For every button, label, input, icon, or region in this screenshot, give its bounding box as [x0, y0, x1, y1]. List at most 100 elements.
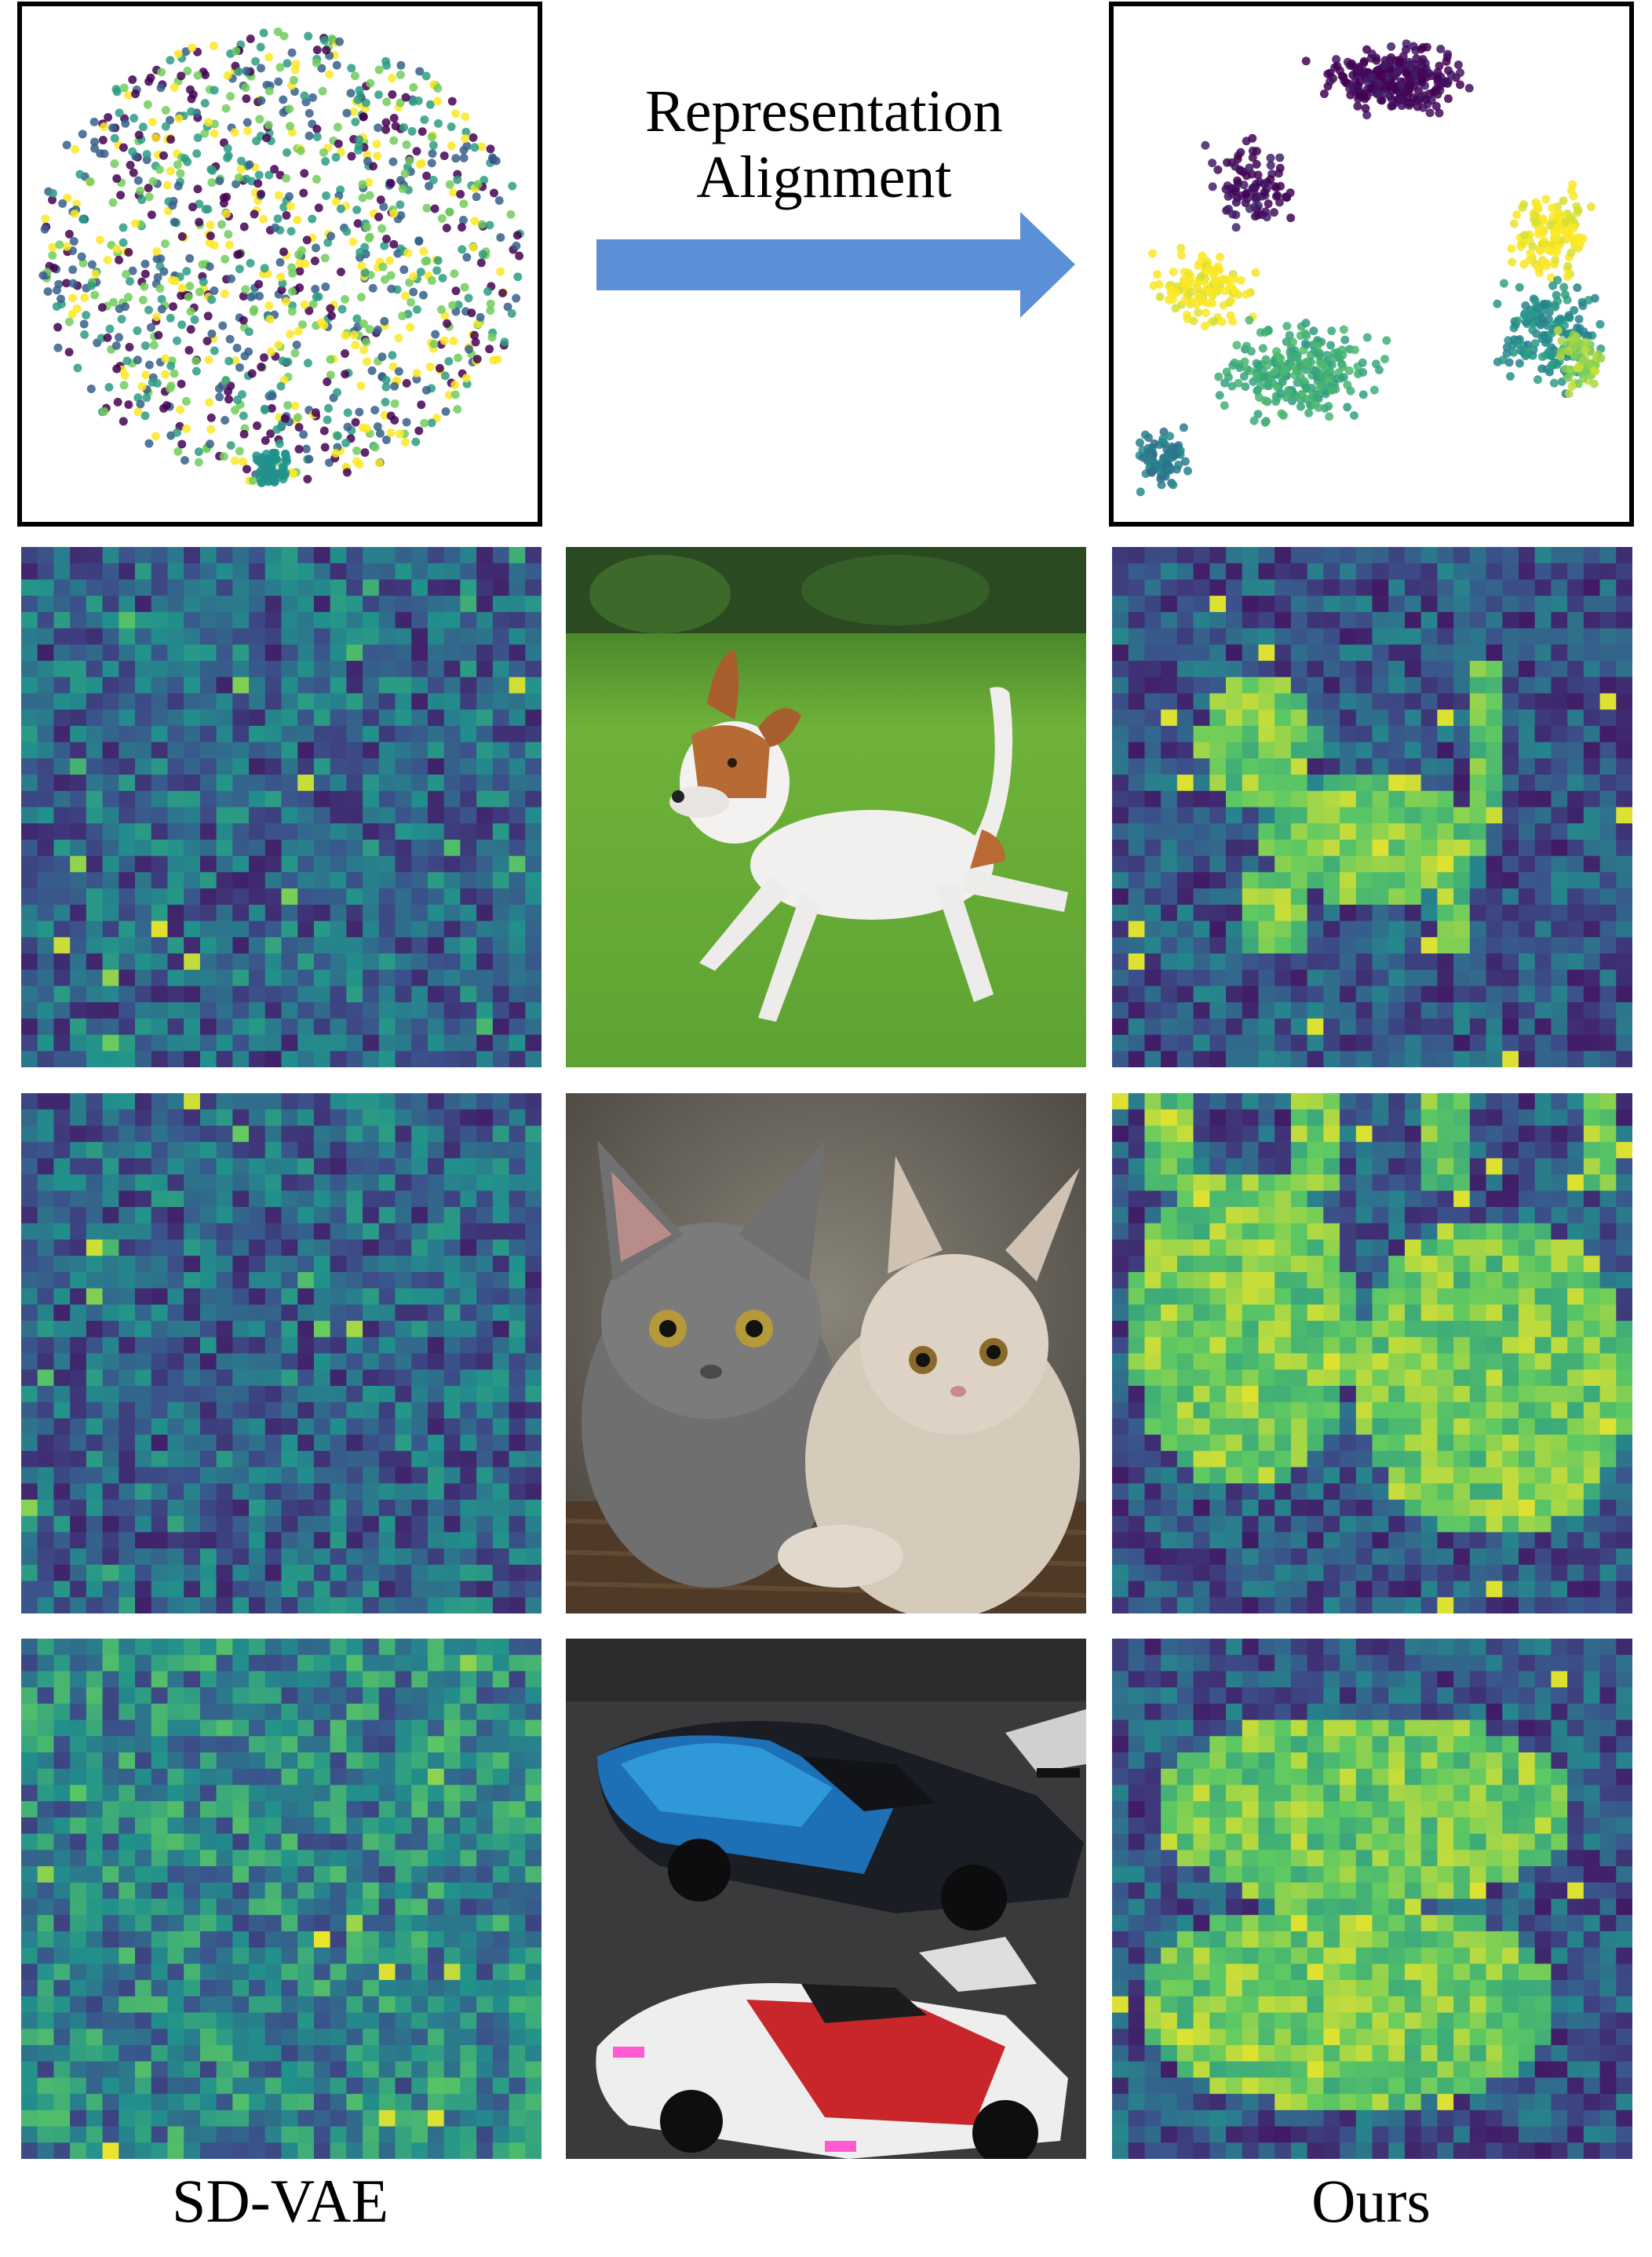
scatter-point: [142, 393, 151, 403]
heatmap-cell: [281, 1174, 298, 1191]
scatter-point: [251, 57, 261, 66]
heatmap-cell: [492, 1353, 509, 1370]
scatter-point: [207, 329, 217, 338]
heatmap-cell: [378, 1336, 396, 1354]
scatter-point: [1198, 251, 1207, 261]
heatmap-cell: [86, 888, 104, 906]
heatmap-cell: [1275, 628, 1292, 645]
scatter-point: [1154, 279, 1164, 289]
heatmap-cell: [1616, 1002, 1632, 1019]
scatter-point: [190, 315, 199, 324]
heatmap-cell: [184, 1109, 201, 1126]
heatmap-cell: [1290, 742, 1308, 759]
heatmap-cell: [53, 1336, 71, 1354]
scatter-point: [1563, 373, 1573, 382]
heatmap-cell: [37, 1336, 54, 1354]
scatter-point: [312, 46, 322, 55]
scatter-point: [292, 340, 301, 349]
scatter-point: [1213, 284, 1222, 294]
heatmap-cell: [53, 1223, 71, 1240]
heatmap-cell: [1258, 888, 1275, 906]
scatter-point: [1507, 244, 1516, 253]
heatmap-cell: [135, 742, 152, 759]
heatmap-cell: [1112, 807, 1129, 824]
heatmap-cell: [135, 628, 152, 645]
scatter-point: [270, 165, 279, 174]
heatmap-cell: [460, 1125, 477, 1143]
heatmap-cell: [443, 676, 461, 694]
heatmap-cell: [264, 1321, 282, 1338]
heatmap-cell: [1209, 628, 1227, 645]
heatmap-cell: [1404, 986, 1422, 1003]
heatmap-cell: [525, 839, 542, 857]
heatmap-cell: [199, 790, 217, 808]
scatter-point: [1362, 76, 1372, 86]
scatter-point: [409, 287, 418, 297]
heatmap-cell: [232, 1034, 250, 1052]
heatmap-cell: [232, 742, 250, 759]
heatmap-cell: [1437, 661, 1454, 678]
scatter-point: [207, 295, 217, 304]
scatter-point: [105, 324, 115, 334]
heatmap-cell: [460, 775, 477, 792]
heatmap-cell: [363, 839, 380, 857]
heatmap-cell: [264, 1174, 282, 1191]
heatmap-cell: [1340, 725, 1357, 743]
heatmap-cell: [1128, 725, 1145, 743]
heatmap-cell: [135, 790, 152, 808]
heatmap-cell: [1420, 742, 1438, 759]
heatmap-cell: [1534, 1018, 1552, 1035]
heatmap-cell: [1307, 969, 1324, 986]
heatmap-cell: [119, 742, 136, 759]
scatter-point: [1523, 341, 1533, 350]
heatmap-cell: [411, 547, 428, 564]
scatter-point: [1207, 290, 1216, 299]
heatmap-cell: [1437, 563, 1454, 580]
heatmap-cell: [378, 1402, 396, 1419]
heatmap-cell: [509, 1385, 526, 1403]
heatmap-cell: [297, 611, 315, 629]
heatmap-cell: [1567, 953, 1585, 971]
heatmap-cell: [216, 855, 233, 873]
heatmap-cell: [1502, 953, 1519, 971]
heatmap-cell: [1144, 872, 1162, 889]
heatmap-cell: [313, 1385, 331, 1403]
heatmap-cell: [232, 563, 250, 580]
heatmap-cell: [1242, 644, 1259, 662]
heatmap-cell: [249, 839, 266, 857]
heatmap-cell: [102, 1142, 119, 1159]
heatmap-cell: [1258, 742, 1275, 759]
heatmap-cell: [1518, 547, 1536, 564]
scatter-point: [1351, 345, 1359, 355]
heatmap-cell: [1583, 579, 1600, 596]
heatmap-cell: [1340, 839, 1357, 857]
scatter-point: [240, 352, 250, 361]
scatter-point: [1231, 187, 1240, 196]
heatmap-cell: [1616, 676, 1632, 694]
scatter-point: [70, 210, 79, 218]
heatmap-cell: [1144, 986, 1162, 1003]
heatmap-cell: [1176, 1034, 1194, 1052]
heatmap-cell: [1599, 693, 1617, 710]
heatmap-cell: [216, 596, 233, 613]
scatter-point: [1387, 101, 1396, 111]
heatmap-cell: [249, 742, 266, 759]
heatmap-cell: [119, 1369, 136, 1387]
heatmap-cell: [37, 775, 54, 792]
heatmap-cell: [281, 1002, 298, 1019]
heatmap-cell: [1307, 709, 1324, 727]
heatmap-cell: [102, 1109, 119, 1126]
heatmap-cell: [443, 596, 461, 613]
heatmap-cell: [1193, 1051, 1210, 1067]
scatter-point: [115, 108, 124, 118]
heatmap-cell: [1193, 823, 1210, 840]
scatter-point: [1252, 359, 1261, 368]
scatter-point: [1165, 432, 1175, 441]
heatmap-cell: [1144, 953, 1162, 971]
scatter-point: [222, 209, 231, 218]
heatmap-cell: [151, 1158, 168, 1176]
heatmap-cell: [476, 823, 494, 840]
heatmap-cell: [330, 628, 347, 645]
scatter-point: [1515, 359, 1524, 368]
heatmap-cell: [297, 1288, 315, 1305]
